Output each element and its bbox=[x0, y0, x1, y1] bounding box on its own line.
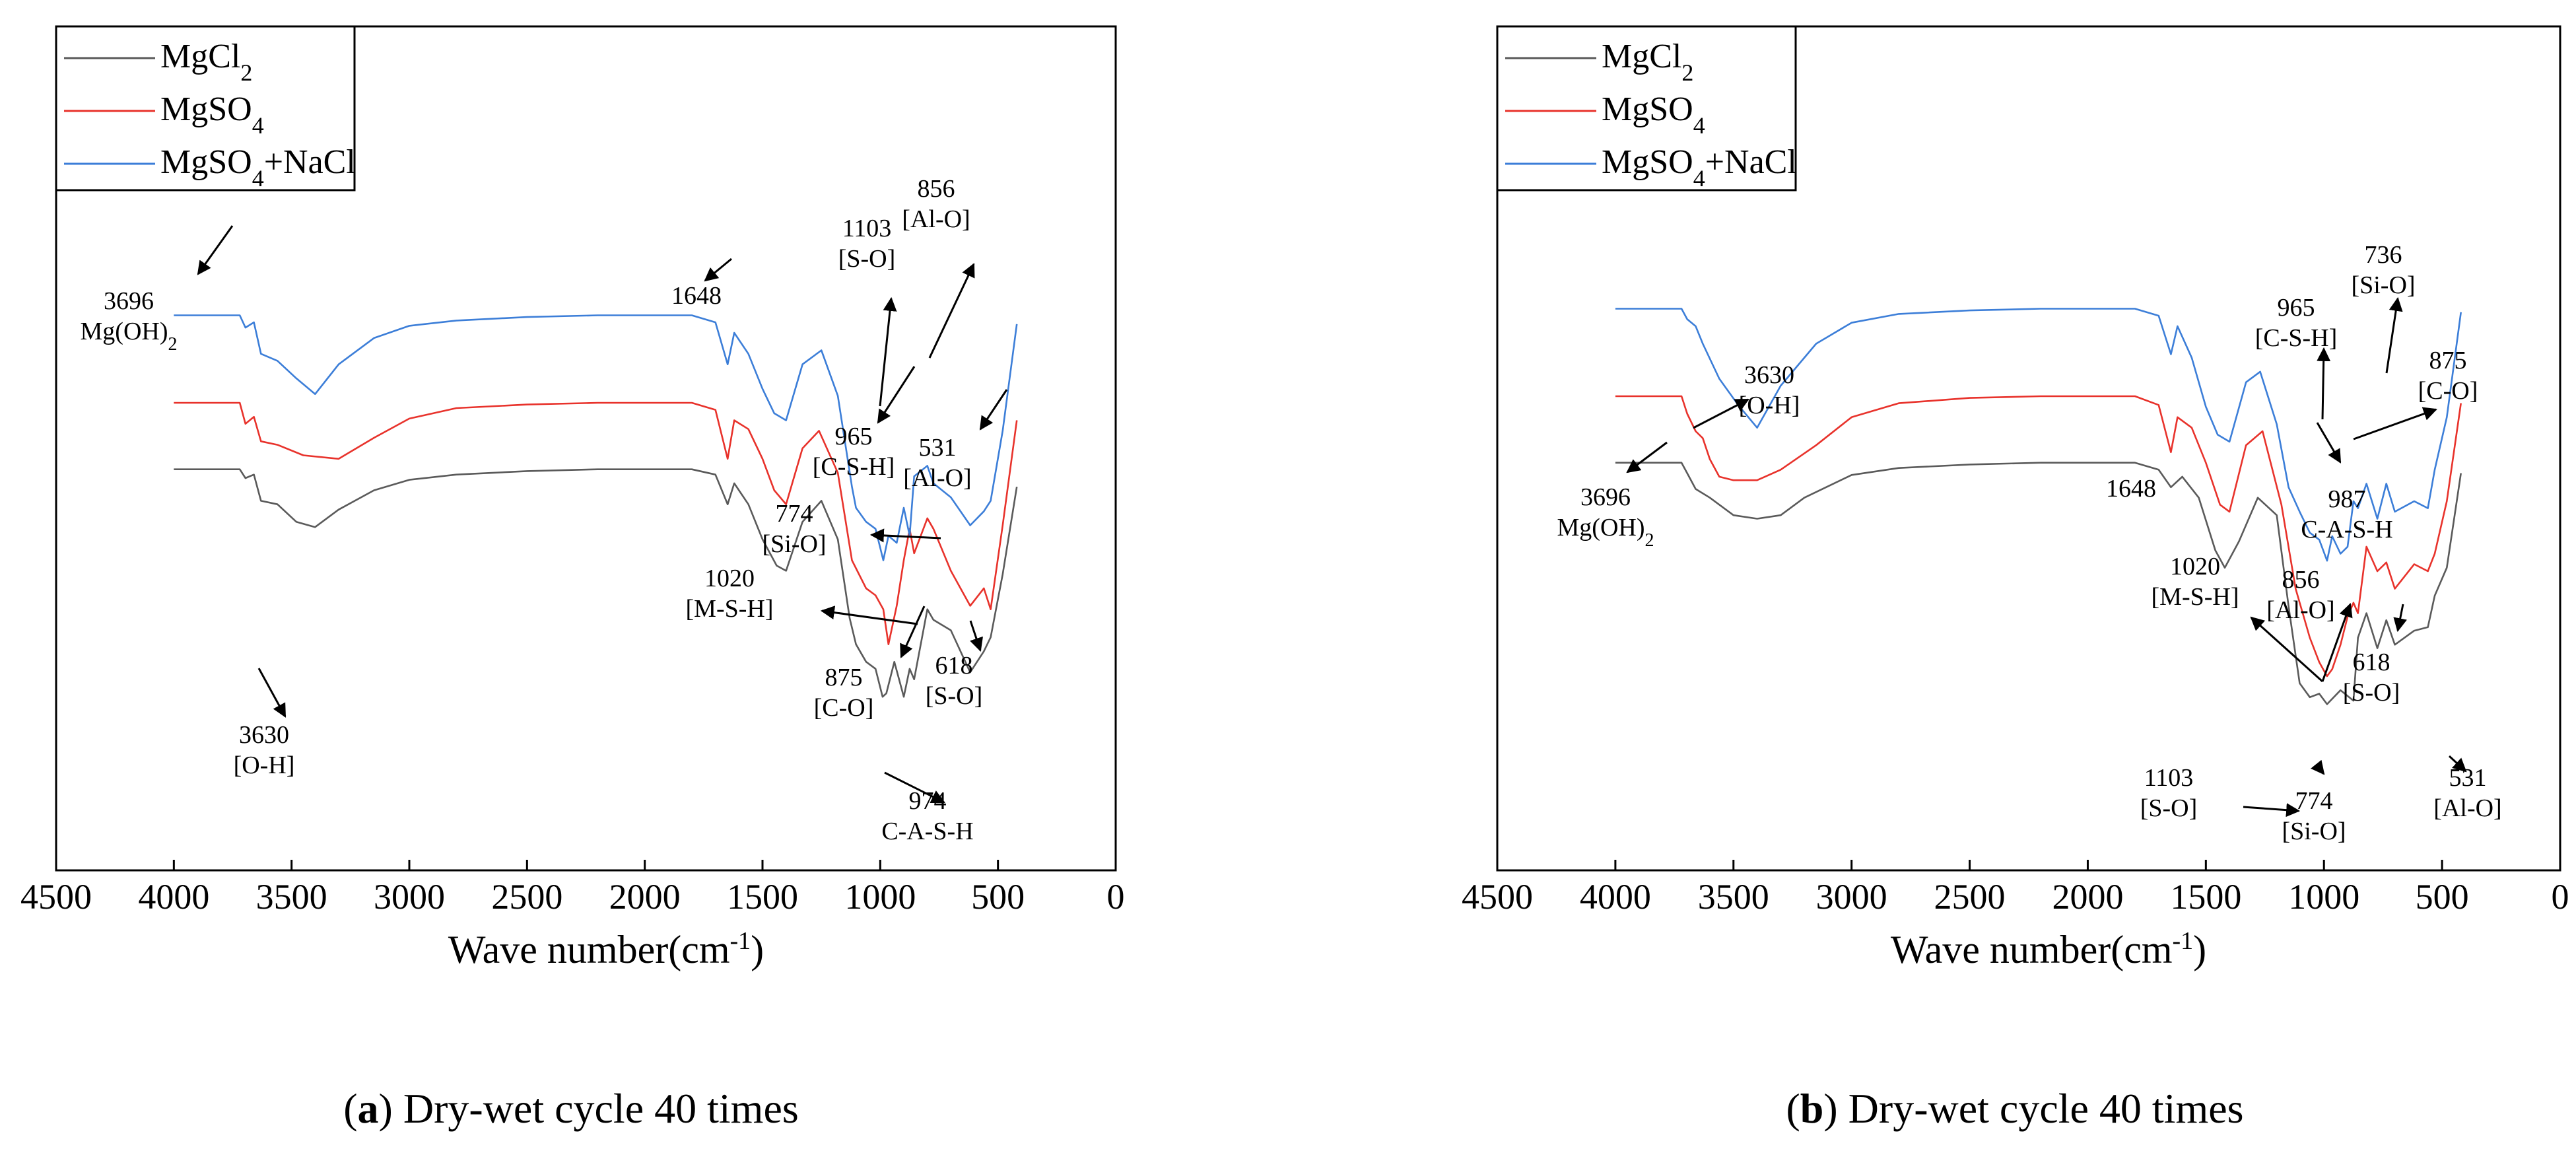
series-line-mgso4-nacl bbox=[174, 314, 1018, 561]
annotation-a-1648: 1648 bbox=[671, 282, 722, 310]
annotation-a-974: 974 C-A-S-H bbox=[881, 787, 973, 845]
annotation-arrow bbox=[2317, 347, 2331, 420]
x-tick-label: 1500 bbox=[727, 877, 798, 917]
x-tick-label: 2500 bbox=[1934, 877, 2006, 917]
annotation-arrow bbox=[2353, 407, 2437, 440]
annotation-b-1020: 1020 [M-S-H] bbox=[2152, 553, 2239, 611]
annotation-arrow bbox=[900, 606, 926, 658]
annotation-b-1648: 1648 bbox=[2106, 475, 2156, 503]
x-tick-label: 2500 bbox=[491, 877, 562, 917]
annotation-a-1020: 1020 [M-S-H] bbox=[686, 565, 774, 623]
legend-entry-mgso4-nacl: MgSO4+NaCl bbox=[1602, 143, 1797, 192]
annotation-a-965: 965 [C-S-H] bbox=[813, 423, 895, 481]
annotation-arrow bbox=[928, 263, 975, 359]
legend-entry-mgcl2: MgCl2 bbox=[1602, 38, 1693, 86]
legend-box bbox=[55, 25, 356, 192]
annotation-b-3630: 3630 [O-H] bbox=[1739, 361, 1800, 419]
series-line-mgso4 bbox=[174, 401, 1018, 645]
annotation-a-875: 875 [C-O] bbox=[814, 664, 874, 722]
x-tick-label: 3500 bbox=[256, 877, 327, 917]
annotation-a-856: 856 [Al-O] bbox=[902, 175, 970, 233]
x-tick-label: 500 bbox=[971, 877, 1025, 917]
annotation-arrow bbox=[2321, 603, 2353, 682]
series-line-mgso4-nacl bbox=[1615, 308, 2462, 562]
plot-frame bbox=[1496, 25, 2561, 872]
annotation-b-965: 965 [C-S-H] bbox=[2255, 294, 2338, 352]
x-tick-label: 4000 bbox=[1580, 877, 1651, 917]
annotation-b-618: 618 [S-O] bbox=[2343, 648, 2400, 707]
x-tick-label: 500 bbox=[2416, 877, 2469, 917]
x-tick-label: 1500 bbox=[2170, 877, 2241, 917]
chart-panel-b: 4500 4000 3500 3000 2500 2000 1500 1000 500 0 Wave… bbox=[1462, 25, 2569, 1132]
annotation-arrow bbox=[969, 620, 983, 652]
annotation-b-3696: 3696 Mg(OH)2 bbox=[1557, 483, 1654, 551]
panel-caption: (a) Dry-wet cycle 40 times bbox=[343, 1085, 799, 1132]
x-tick-label: 2000 bbox=[2052, 877, 2123, 917]
annotation-arrow bbox=[869, 528, 941, 543]
annotation-b-774: 774 [Si-O] bbox=[2282, 787, 2346, 845]
annotation-b-531: 531 [Al-O] bbox=[2433, 764, 2501, 822]
x-tick-label: 4500 bbox=[1462, 877, 1533, 917]
x-tick-label: 1000 bbox=[2288, 877, 2359, 917]
x-tick-label: 2000 bbox=[609, 877, 681, 917]
x-axis-label: Wave number(cm-1) bbox=[448, 927, 764, 971]
annotation-a-618: 618 [S-O] bbox=[926, 652, 983, 710]
annotation-arrow bbox=[2243, 803, 2301, 818]
x-tick-label: 3000 bbox=[1816, 877, 1887, 917]
annotation-a-774: 774 [Si-O] bbox=[762, 500, 826, 558]
series-line-mgcl2 bbox=[1615, 462, 2462, 705]
legend-entry-mgcl2: MgCl2 bbox=[160, 38, 252, 86]
annotation-a-1103: 1103 [S-O] bbox=[838, 215, 896, 273]
plot-frame bbox=[55, 25, 1117, 872]
annotation-b-875: 875 [C-O] bbox=[2418, 347, 2478, 405]
annotation-b-856: 856 [Al-O] bbox=[2266, 566, 2334, 624]
legend-entry-mgso4: MgSO4 bbox=[1602, 90, 1705, 139]
annotation-arrow bbox=[704, 258, 732, 282]
series-line-mgcl2 bbox=[174, 468, 1018, 698]
annotation-arrow bbox=[2385, 296, 2403, 374]
x-tick-label: 4500 bbox=[20, 877, 92, 917]
annotation-a-3630: 3630 [O-H] bbox=[234, 721, 295, 779]
annotation-arrow bbox=[2250, 616, 2324, 683]
annotation-arrow bbox=[979, 389, 1008, 431]
annotation-arrow bbox=[2448, 755, 2467, 773]
legend-entry-mgso4-nacl: MgSO4+NaCl bbox=[160, 143, 356, 192]
annotation-arrow bbox=[820, 606, 918, 625]
x-axis-label: Wave number(cm-1) bbox=[1891, 927, 2206, 971]
annotation-arrow bbox=[257, 668, 287, 718]
annotation-arrow bbox=[877, 366, 916, 424]
annotation-b-736: 736 [Si-O] bbox=[2351, 241, 2415, 299]
annotation-arrow bbox=[2310, 759, 2325, 775]
legend-entry-mgso4: MgSO4 bbox=[160, 90, 264, 139]
x-tick-label: 3000 bbox=[374, 877, 445, 917]
x-tick-label: 3500 bbox=[1698, 877, 1769, 917]
panel-caption: (b) Dry-wet cycle 40 times bbox=[1786, 1085, 2243, 1132]
annotation-a-3696: 3696 Mg(OH)2 bbox=[81, 287, 178, 355]
annotation-b-987: 987 C-A-S-H bbox=[2301, 485, 2392, 543]
x-tick-label: 4000 bbox=[138, 877, 209, 917]
x-tick-label: 0 bbox=[2552, 877, 2569, 917]
annotation-arrow bbox=[2316, 422, 2342, 464]
annotation-arrow bbox=[2393, 604, 2408, 633]
annotation-arrow bbox=[1693, 398, 1749, 429]
chart-panel-a: 4500 4000 3500 3000 2500 2000 1500 1000 500 0 Wave… bbox=[20, 25, 1125, 1132]
series-line-mgso4 bbox=[1615, 395, 2462, 678]
annotation-arrow bbox=[1626, 441, 1668, 473]
annotation-a-531: 531 [Al-O] bbox=[903, 434, 971, 492]
x-tick-label: 0 bbox=[1107, 877, 1125, 917]
annotation-arrow bbox=[197, 225, 234, 275]
annotation-arrow bbox=[884, 771, 945, 804]
x-tick-label: 1000 bbox=[844, 877, 916, 917]
annotation-b-1103: 1103 [S-O] bbox=[2140, 764, 2198, 822]
annotation-arrow bbox=[879, 296, 897, 407]
